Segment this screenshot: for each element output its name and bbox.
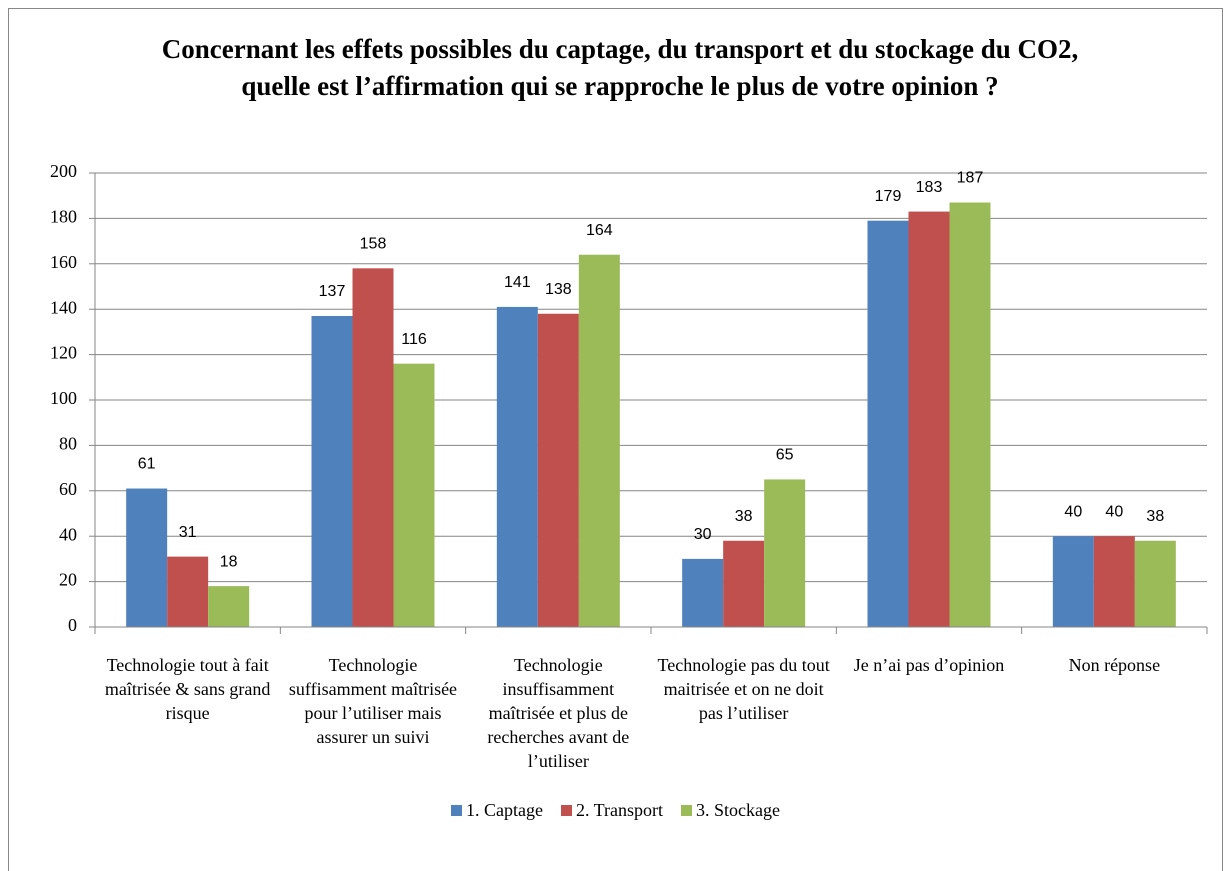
legend-swatch bbox=[560, 805, 572, 816]
y-tick-label: 100 bbox=[50, 388, 77, 408]
y-tick-label: 180 bbox=[50, 207, 77, 227]
value-label: 61 bbox=[138, 456, 156, 473]
y-tick-label: 0 bbox=[68, 615, 77, 635]
chart-title: Concernant les effets possibles du capta… bbox=[161, 34, 1079, 101]
y-tick-label: 140 bbox=[50, 297, 77, 317]
x-tick-label: Je n’ai pas d’opinion bbox=[853, 655, 1005, 675]
bar bbox=[311, 316, 353, 627]
bar bbox=[723, 540, 765, 627]
y-tick-label: 120 bbox=[50, 343, 77, 363]
value-label: 141 bbox=[504, 274, 531, 291]
legend-swatch bbox=[681, 805, 693, 816]
y-tick-label: 80 bbox=[59, 434, 77, 454]
y-tick-label: 160 bbox=[50, 252, 77, 272]
legend-item: 2. Transport bbox=[560, 800, 664, 821]
x-tick-label: Technologie insuffisamment maîtrisée et … bbox=[487, 655, 630, 771]
y-tick-label: 60 bbox=[59, 479, 77, 499]
bar bbox=[393, 363, 435, 627]
legend-label: 2. Transport bbox=[575, 800, 664, 820]
bar bbox=[1052, 536, 1094, 627]
bar bbox=[208, 586, 250, 627]
value-label: 158 bbox=[360, 236, 387, 253]
legend-swatch bbox=[451, 805, 462, 816]
legend-label: 1. Captage bbox=[466, 800, 543, 820]
bar bbox=[682, 558, 724, 627]
x-tick-label: Non réponse bbox=[1068, 655, 1161, 675]
value-label: 137 bbox=[319, 283, 346, 300]
value-label: 38 bbox=[735, 508, 753, 525]
bar bbox=[908, 211, 950, 627]
x-tick-label: Technologie tout à fait maîtrisée & sans… bbox=[104, 655, 271, 723]
legend-label: 3. Stockage bbox=[696, 800, 780, 820]
legend-item: 1. Captage bbox=[451, 800, 543, 821]
legend: 1. Captage 2. Transport 3. Stockage bbox=[0, 800, 1231, 821]
x-tick-label: Technologie suffisamment maîtrisée pour … bbox=[288, 655, 458, 747]
value-label: 31 bbox=[179, 524, 197, 541]
bar bbox=[764, 479, 806, 627]
bar bbox=[867, 220, 909, 628]
bar bbox=[126, 488, 168, 627]
value-label: 65 bbox=[776, 447, 794, 464]
value-label: 30 bbox=[694, 526, 712, 543]
y-tick-label: 20 bbox=[59, 570, 77, 590]
value-label: 40 bbox=[1105, 503, 1123, 520]
bar bbox=[1134, 540, 1176, 627]
value-label: 38 bbox=[1146, 508, 1164, 525]
bar bbox=[167, 556, 209, 627]
value-label: 18 bbox=[220, 553, 238, 570]
bar bbox=[949, 202, 991, 627]
value-label: 116 bbox=[401, 331, 427, 348]
y-tick-label: 40 bbox=[59, 524, 77, 544]
value-label: 164 bbox=[586, 222, 613, 239]
chart-border bbox=[8, 8, 1223, 871]
bar bbox=[1093, 536, 1135, 627]
x-tick-label: Technologie pas du tout maitrisée et on … bbox=[657, 655, 830, 723]
y-tick-label: 200 bbox=[50, 161, 77, 181]
value-label: 187 bbox=[957, 170, 984, 187]
value-label: 183 bbox=[916, 179, 943, 196]
bar bbox=[578, 254, 620, 627]
value-label: 138 bbox=[545, 281, 572, 298]
value-label: 179 bbox=[875, 188, 902, 205]
bar bbox=[537, 313, 579, 627]
value-label: 40 bbox=[1064, 503, 1082, 520]
legend-item: 3. Stockage bbox=[681, 800, 780, 821]
bar bbox=[352, 268, 394, 627]
bar bbox=[496, 306, 538, 627]
